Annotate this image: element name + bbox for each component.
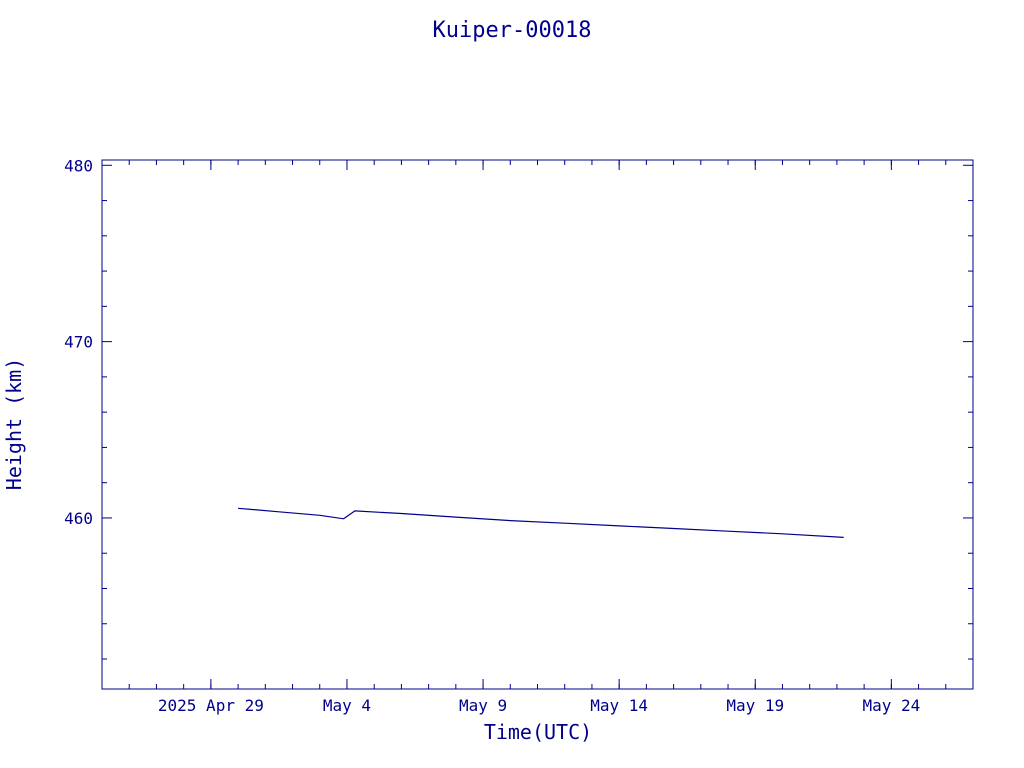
- x-minor-ticks: [128, 160, 947, 689]
- y-major-ticks: [102, 164, 973, 519]
- y-minor-ticks: [102, 200, 973, 660]
- chart-title: Kuiper-00018: [433, 18, 592, 43]
- y-tick-label: 460: [64, 509, 93, 528]
- plot-frame: [101, 159, 974, 690]
- x-axis-title: Time(UTC): [484, 720, 592, 744]
- x-tick-label: May 14: [590, 696, 648, 715]
- y-tick-label: 470: [64, 333, 93, 352]
- x-tick-label: May 24: [862, 696, 920, 715]
- x-tick-label: May 4: [323, 696, 371, 715]
- y-tick-label: 480: [64, 156, 93, 175]
- x-major-ticks: [210, 160, 892, 689]
- x-tick-label: 2025 Apr 29: [158, 696, 264, 715]
- height-series-line: [238, 507, 844, 538]
- x-tick-label: May 9: [459, 696, 507, 715]
- x-tick-labels: 2025 Apr 29 May 4 May 9 May 14 May 19 May 24: [158, 696, 920, 715]
- x-tick-label: May 19: [726, 696, 784, 715]
- y-tick-labels: 460 470 480: [64, 156, 93, 528]
- y-axis-title: Height (km): [2, 358, 26, 490]
